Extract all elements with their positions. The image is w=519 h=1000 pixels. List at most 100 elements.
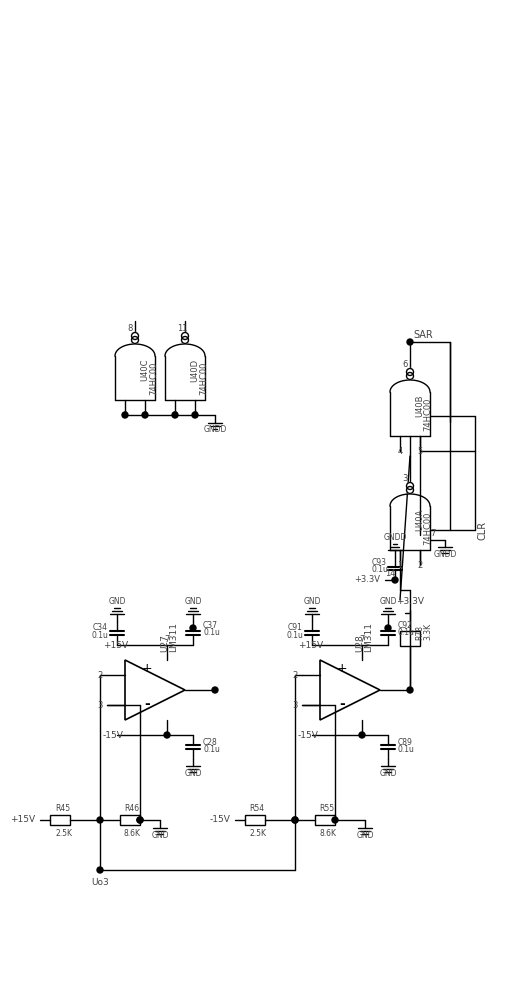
Text: +: + xyxy=(142,662,152,675)
Text: -15V: -15V xyxy=(103,730,124,740)
Text: +3.3V: +3.3V xyxy=(354,576,380,584)
Circle shape xyxy=(406,483,414,489)
Circle shape xyxy=(182,332,188,340)
Text: C93: C93 xyxy=(372,558,387,567)
Text: 74HC00: 74HC00 xyxy=(149,361,158,395)
Text: +15V: +15V xyxy=(103,641,128,650)
Text: GND: GND xyxy=(151,831,169,840)
Text: U40D: U40D xyxy=(190,358,199,382)
Text: C34: C34 xyxy=(92,623,107,632)
Text: GNDD: GNDD xyxy=(433,550,457,559)
Text: 2.5K: 2.5K xyxy=(55,829,72,838)
Circle shape xyxy=(164,732,170,738)
Text: 0.1u: 0.1u xyxy=(398,745,415,754)
Circle shape xyxy=(142,412,148,418)
Bar xyxy=(315,815,335,825)
Text: -15V: -15V xyxy=(298,730,319,740)
Text: GND: GND xyxy=(303,597,321,606)
Text: GND: GND xyxy=(108,597,126,606)
Text: Uo3: Uo3 xyxy=(91,878,109,887)
Circle shape xyxy=(359,732,365,738)
Text: 3: 3 xyxy=(193,411,198,420)
Text: +: + xyxy=(337,662,347,675)
Text: SAR: SAR xyxy=(413,330,433,340)
Text: 0.1u: 0.1u xyxy=(91,631,108,640)
Text: 74HC00: 74HC00 xyxy=(199,361,208,395)
Text: U40A: U40A xyxy=(415,509,424,531)
Text: R46: R46 xyxy=(124,804,139,813)
Bar xyxy=(50,815,70,825)
Text: +15V: +15V xyxy=(298,641,323,650)
Text: 6: 6 xyxy=(402,360,407,369)
Text: CLR: CLR xyxy=(477,520,487,540)
Text: C28: C28 xyxy=(203,738,218,747)
Circle shape xyxy=(192,412,198,418)
Text: U28: U28 xyxy=(355,634,364,652)
Text: 8: 8 xyxy=(127,324,132,333)
Text: 7: 7 xyxy=(430,529,435,538)
Text: 3: 3 xyxy=(293,700,298,710)
Bar xyxy=(120,815,140,825)
Text: 3: 3 xyxy=(402,474,407,483)
Text: GND: GND xyxy=(184,769,202,778)
Circle shape xyxy=(406,487,414,493)
Text: 2: 2 xyxy=(98,670,103,680)
Circle shape xyxy=(406,368,414,375)
Text: 7: 7 xyxy=(165,635,170,644)
Text: 8.6K: 8.6K xyxy=(124,829,141,838)
Text: LM311: LM311 xyxy=(364,622,373,652)
Text: 11: 11 xyxy=(177,324,187,333)
Text: GNDD: GNDD xyxy=(384,533,407,542)
Text: GND: GND xyxy=(184,597,202,606)
Text: GND: GND xyxy=(379,597,397,606)
Circle shape xyxy=(407,687,413,693)
Text: U40B: U40B xyxy=(415,395,424,417)
Text: C91: C91 xyxy=(288,623,303,632)
Text: +15V: +15V xyxy=(10,816,35,824)
Text: -: - xyxy=(339,697,345,711)
Text: 9: 9 xyxy=(122,411,128,420)
Text: 4: 4 xyxy=(398,447,403,456)
Circle shape xyxy=(122,412,128,418)
Text: -: - xyxy=(144,697,150,711)
Text: 2: 2 xyxy=(417,561,422,570)
Text: 7: 7 xyxy=(359,635,365,644)
Text: 1: 1 xyxy=(398,561,403,570)
Circle shape xyxy=(406,372,414,379)
Text: 0.1u: 0.1u xyxy=(203,745,220,754)
Circle shape xyxy=(190,625,196,631)
Bar xyxy=(400,631,420,646)
Circle shape xyxy=(182,336,188,344)
Circle shape xyxy=(97,867,103,873)
Text: LM311: LM311 xyxy=(169,622,178,652)
Text: R54: R54 xyxy=(249,804,264,813)
Circle shape xyxy=(212,687,218,693)
Text: 3.3K: 3.3K xyxy=(423,623,432,640)
Circle shape xyxy=(131,332,139,340)
Text: U27: U27 xyxy=(160,634,169,652)
Text: 0: 0 xyxy=(142,411,147,420)
Text: 74HC00: 74HC00 xyxy=(423,511,432,545)
Text: R45: R45 xyxy=(55,804,70,813)
Text: 74HC00: 74HC00 xyxy=(423,397,432,431)
Text: 5: 5 xyxy=(417,447,422,456)
Circle shape xyxy=(131,336,139,344)
Text: 2.5K: 2.5K xyxy=(249,829,266,838)
Text: C37: C37 xyxy=(203,621,218,630)
Text: 0.1u: 0.1u xyxy=(286,631,304,640)
Text: R78: R78 xyxy=(415,625,424,640)
Circle shape xyxy=(292,817,298,823)
Circle shape xyxy=(332,817,338,823)
Circle shape xyxy=(407,339,413,345)
Bar xyxy=(245,815,265,825)
Text: U40C: U40C xyxy=(140,359,149,381)
Text: 0.1u: 0.1u xyxy=(203,628,220,637)
Circle shape xyxy=(172,412,178,418)
Circle shape xyxy=(97,817,103,823)
Text: C92: C92 xyxy=(398,621,413,630)
Text: 2: 2 xyxy=(293,670,298,680)
Text: -15V: -15V xyxy=(209,816,230,824)
Text: +3.3V: +3.3V xyxy=(396,597,424,606)
Circle shape xyxy=(385,625,391,631)
Text: 8.6K: 8.6K xyxy=(319,829,336,838)
